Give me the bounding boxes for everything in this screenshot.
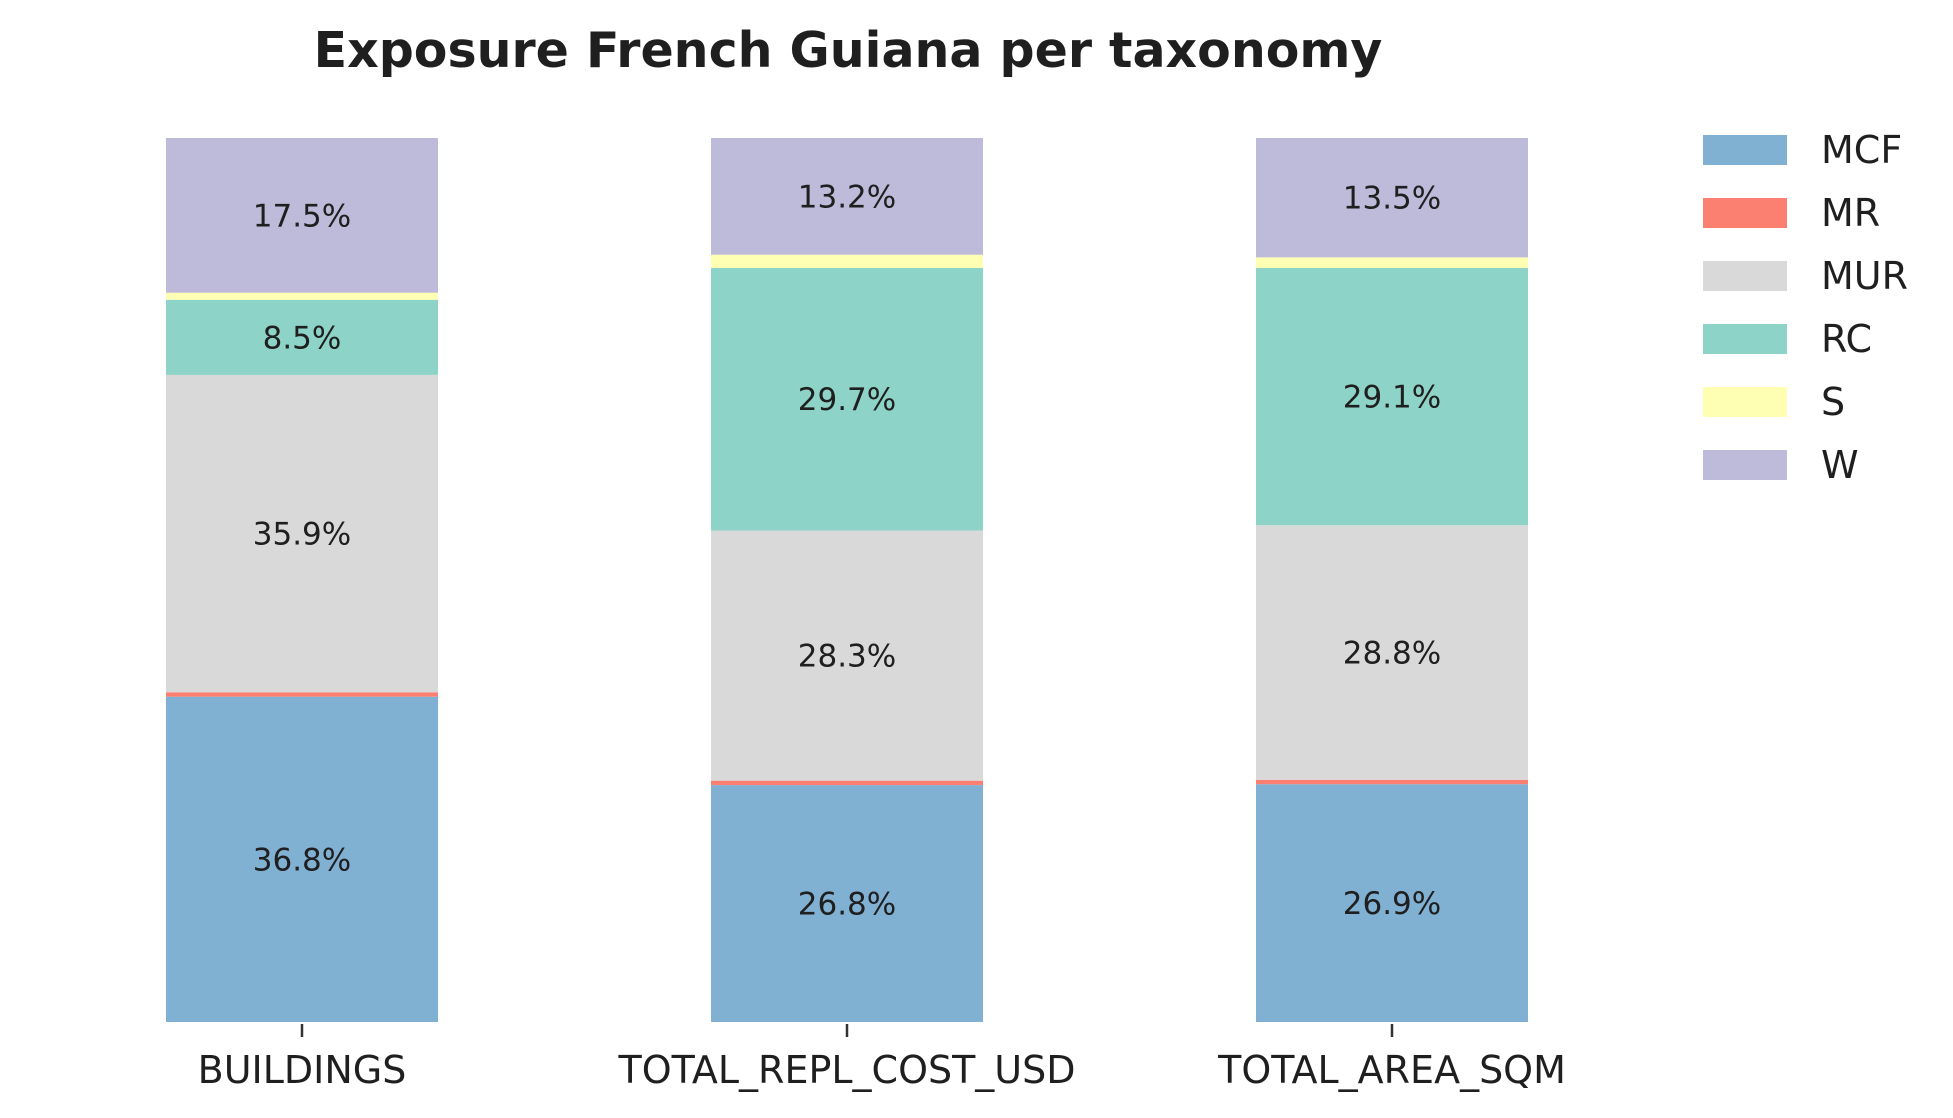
bar-segment-buildings-rc bbox=[166, 299, 438, 375]
bar-segment-total-area-sqm-w bbox=[1256, 138, 1528, 258]
bar-segment-total-repl-cost-usd-mr bbox=[711, 780, 983, 786]
bar-segment-total-area-sqm-mcf bbox=[1256, 784, 1528, 1022]
x-tick-label-total-repl-cost-usd: TOTAL_REPL_COST_USD bbox=[617, 1048, 1075, 1092]
bars-layer bbox=[166, 138, 1528, 1022]
legend-swatch-mur bbox=[1703, 261, 1787, 291]
bar-segment-total-area-sqm-s bbox=[1256, 257, 1528, 268]
bar-segment-total-area-sqm-mr bbox=[1256, 779, 1528, 785]
legend-label-s: S bbox=[1821, 380, 1845, 424]
legend-label-mr: MR bbox=[1821, 191, 1880, 235]
data-label-total-repl-cost-usd-mcf: 26.8% bbox=[798, 887, 896, 923]
data-label-total-repl-cost-usd-mur: 28.3% bbox=[798, 639, 896, 675]
bar-segment-total-area-sqm-rc bbox=[1256, 267, 1528, 526]
bar-segment-total-area-sqm-mur bbox=[1256, 525, 1528, 780]
legend-swatch-mr bbox=[1703, 198, 1787, 228]
data-labels-layer: 36.8% 35.9% 8.5% 17.5% 26.8% 28.3% 29.7% 13.2% 2… bbox=[253, 179, 1441, 922]
bar-segment-total-repl-cost-usd-mcf bbox=[711, 785, 983, 1022]
data-label-buildings-rc: 8.5% bbox=[263, 320, 342, 356]
legend-label-rc: RC bbox=[1821, 317, 1872, 361]
data-label-buildings-mcf: 36.8% bbox=[253, 842, 351, 878]
legend-label-mcf: MCF bbox=[1821, 128, 1902, 172]
bar-segment-buildings-s bbox=[166, 292, 438, 300]
data-label-buildings-mur: 35.9% bbox=[253, 517, 351, 553]
bar-segment-total-repl-cost-usd-s bbox=[711, 254, 983, 268]
legend-swatch-w bbox=[1703, 450, 1787, 480]
legend-label-w: W bbox=[1821, 443, 1859, 487]
data-label-buildings-w: 17.5% bbox=[253, 198, 351, 234]
legend-swatch-s bbox=[1703, 387, 1787, 417]
bar-segment-buildings-w bbox=[166, 138, 438, 293]
data-label-total-area-sqm-mur: 28.8% bbox=[1343, 635, 1441, 671]
bar-segment-total-repl-cost-usd-rc bbox=[711, 267, 983, 531]
legend-swatch-mcf bbox=[1703, 135, 1787, 165]
data-label-total-repl-cost-usd-rc: 29.7% bbox=[798, 382, 896, 418]
data-label-total-area-sqm-rc: 29.1% bbox=[1343, 380, 1441, 416]
bar-segment-total-repl-cost-usd-w bbox=[711, 138, 983, 255]
data-label-total-repl-cost-usd-w: 13.2% bbox=[798, 179, 896, 215]
x-axis: BUILDINGS TOTAL_REPL_COST_USD TOTAL_AREA_S… bbox=[198, 1024, 1566, 1092]
data-label-total-area-sqm-w: 13.5% bbox=[1343, 181, 1441, 217]
x-tick-label-buildings: BUILDINGS bbox=[198, 1048, 407, 1092]
legend: MCF MR MUR RC SW bbox=[1703, 128, 1908, 487]
chart-title: Exposure French Guiana per taxonomy bbox=[314, 22, 1383, 79]
legend-swatch-rc bbox=[1703, 324, 1787, 354]
bar-segment-total-repl-cost-usd-mur bbox=[711, 530, 983, 781]
legend-label-mur: MUR bbox=[1821, 254, 1908, 298]
x-tick-label-total-area-sqm: TOTAL_AREA_SQM bbox=[1217, 1048, 1566, 1092]
bar-segment-buildings-mur bbox=[166, 374, 438, 693]
bar-segment-buildings-mr bbox=[166, 692, 438, 697]
data-label-total-area-sqm-mcf: 26.9% bbox=[1343, 886, 1441, 922]
bar-segment-buildings-mcf bbox=[166, 696, 438, 1022]
